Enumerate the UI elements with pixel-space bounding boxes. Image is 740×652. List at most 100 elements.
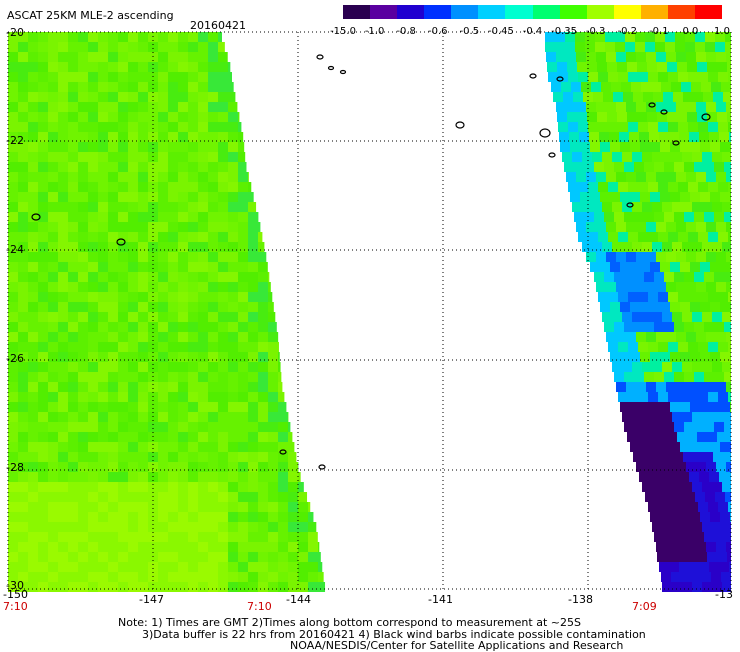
data-cell xyxy=(622,362,632,372)
data-cell xyxy=(8,502,18,512)
time-label: 7:09 xyxy=(632,601,657,613)
data-cell xyxy=(730,442,731,452)
data-cell xyxy=(158,312,168,322)
data-cell xyxy=(569,132,579,142)
data-cell xyxy=(88,42,98,52)
data-cell xyxy=(678,342,688,352)
data-cell xyxy=(626,332,636,342)
data-cell xyxy=(168,282,178,292)
data-cell xyxy=(168,92,178,102)
data-cell xyxy=(248,542,258,552)
data-cell xyxy=(578,232,588,242)
data-cell xyxy=(98,552,108,562)
data-cell xyxy=(48,582,58,592)
data-cell xyxy=(158,42,168,52)
data-cell xyxy=(712,522,722,532)
data-cell xyxy=(630,262,640,272)
data-cell xyxy=(168,322,178,332)
data-cell xyxy=(158,112,168,122)
lon-label-147: -147 xyxy=(139,594,164,606)
data-cell xyxy=(288,482,298,492)
data-cell xyxy=(8,532,18,542)
data-cell xyxy=(228,272,238,282)
data-cell xyxy=(158,562,168,572)
data-cell xyxy=(660,512,670,522)
data-cell xyxy=(288,442,294,452)
data-cell xyxy=(587,62,597,72)
data-cell xyxy=(58,502,68,512)
data-cell xyxy=(78,462,88,472)
data-cell xyxy=(198,182,208,192)
data-cell xyxy=(98,142,108,152)
data-cell xyxy=(178,312,188,322)
data-cell xyxy=(88,232,98,242)
data-cell xyxy=(698,122,708,132)
data-cell xyxy=(148,562,158,572)
data-cell xyxy=(28,182,38,192)
data-cell xyxy=(108,52,118,62)
data-cell xyxy=(268,512,278,522)
data-cell xyxy=(278,372,281,382)
data-cell xyxy=(727,62,731,72)
data-cell xyxy=(654,212,664,222)
data-cell xyxy=(720,142,730,152)
data-cell xyxy=(158,512,168,522)
data-cell xyxy=(644,272,654,282)
data-cell xyxy=(616,52,626,62)
data-cell xyxy=(38,452,48,462)
data-cell xyxy=(28,482,38,492)
data-cell xyxy=(667,112,677,122)
data-cell xyxy=(108,292,118,302)
data-cell xyxy=(596,282,606,292)
data-cell xyxy=(78,322,88,332)
data-cell xyxy=(78,152,88,162)
data-cell xyxy=(38,92,48,102)
data-cell xyxy=(128,302,138,312)
data-cell xyxy=(653,92,663,102)
data-cell xyxy=(48,122,58,132)
data-cell xyxy=(78,542,88,552)
data-cell xyxy=(218,502,228,512)
data-cell xyxy=(258,382,268,392)
data-cell xyxy=(128,362,138,372)
data-cell xyxy=(208,262,218,272)
data-cell xyxy=(188,212,198,222)
data-cell xyxy=(547,62,557,72)
data-cell xyxy=(18,192,28,202)
data-cell xyxy=(672,412,682,422)
data-cell xyxy=(268,572,278,582)
data-cell xyxy=(48,202,58,212)
data-cell xyxy=(717,552,727,562)
data-cell xyxy=(566,102,576,112)
data-cell xyxy=(248,562,258,572)
data-cell xyxy=(138,462,148,472)
data-cell xyxy=(690,512,700,522)
data-cell xyxy=(68,252,78,262)
data-cell xyxy=(58,532,68,542)
data-cell xyxy=(8,52,18,62)
data-cell xyxy=(88,412,98,422)
data-cell xyxy=(148,442,158,452)
data-cell xyxy=(68,172,78,182)
data-cell xyxy=(88,542,98,552)
data-cell xyxy=(138,182,148,192)
data-cell xyxy=(78,362,88,372)
data-cell xyxy=(652,362,662,372)
data-cell xyxy=(298,482,304,492)
data-cell xyxy=(695,492,705,502)
data-cell xyxy=(78,502,88,512)
data-cell xyxy=(666,332,676,342)
data-cell xyxy=(188,62,198,72)
data-cell xyxy=(208,482,218,492)
data-cell xyxy=(228,432,238,442)
data-cell xyxy=(278,542,288,552)
data-cell xyxy=(18,232,28,242)
data-cell xyxy=(178,432,188,442)
data-cell xyxy=(278,412,288,422)
data-cell xyxy=(696,172,706,182)
data-cell xyxy=(676,102,686,112)
data-cell xyxy=(128,552,138,562)
data-cell xyxy=(38,102,48,112)
data-cell xyxy=(675,492,685,502)
data-cell xyxy=(706,252,716,262)
